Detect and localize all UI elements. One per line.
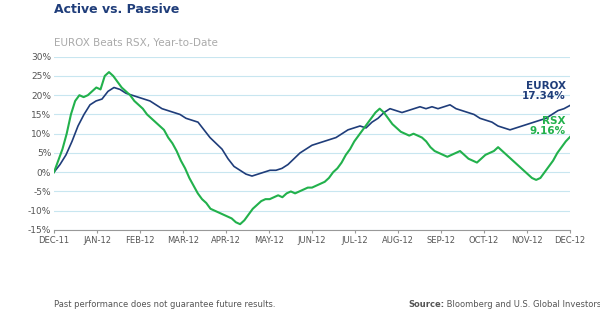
Text: Past performance does not guarantee future results.: Past performance does not guarantee futu… xyxy=(54,300,275,309)
Text: Bloomberg and U.S. Global Investors: Bloomberg and U.S. Global Investors xyxy=(444,300,600,309)
Text: Source:: Source: xyxy=(408,300,444,309)
Text: 9.16%: 9.16% xyxy=(530,126,566,136)
Text: EUROX: EUROX xyxy=(526,81,566,91)
Text: Active vs. Passive: Active vs. Passive xyxy=(54,3,179,16)
Text: 17.34%: 17.34% xyxy=(522,91,566,101)
Text: EUROX Beats RSX, Year-to-Date: EUROX Beats RSX, Year-to-Date xyxy=(54,38,218,48)
Text: RSX: RSX xyxy=(542,116,566,126)
